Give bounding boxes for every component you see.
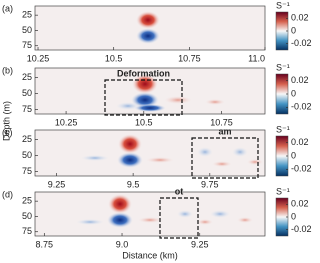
colorbar-tick-label: 0.02 xyxy=(291,75,309,85)
colorbar-tick-label: 0.02 xyxy=(291,199,309,209)
colorbar-label: S⁻¹ xyxy=(276,62,290,72)
field-feature xyxy=(197,219,213,225)
panel-label: (b) xyxy=(2,65,13,75)
y-tick-label: 75 xyxy=(22,104,32,114)
y-tick-label: 50 xyxy=(22,211,32,221)
panel-label: (d) xyxy=(2,189,13,199)
colorbar-tick-label: 0.02 xyxy=(291,137,309,147)
colorbar-tick-label: 0.02 xyxy=(291,13,309,23)
axes-frame xyxy=(34,67,266,115)
field-feature xyxy=(81,155,109,161)
field-feature xyxy=(134,104,166,112)
panel-label: (c) xyxy=(2,127,13,137)
axes-frame xyxy=(34,129,266,177)
colorbar-tick-label: -0.02 xyxy=(291,164,312,174)
field-feature xyxy=(177,210,193,218)
field-feature xyxy=(197,147,213,157)
x-tick-label: 9.25 xyxy=(48,179,66,189)
colorbar-label: S⁻¹ xyxy=(276,186,290,196)
x-tick-label: 8.75 xyxy=(36,239,54,249)
colorbar-label: S⁻¹ xyxy=(276,124,290,134)
y-tick-label: 75 xyxy=(22,166,32,176)
y-tick-label: 50 xyxy=(22,25,32,35)
colorbar-tick-label: -0.02 xyxy=(291,224,312,234)
y-axis-label: Depth (m) xyxy=(1,101,11,141)
field-feature xyxy=(164,96,192,104)
annotation-box xyxy=(191,137,259,179)
y-tick-label: 75 xyxy=(22,40,32,50)
y-tick-label: 50 xyxy=(22,150,32,160)
field-feature xyxy=(118,134,142,154)
x-tick-label: 9.25 xyxy=(191,239,209,249)
field-feature xyxy=(136,11,160,29)
panel-label: (a) xyxy=(2,3,13,13)
x-tick-label: 10.5 xyxy=(105,53,123,63)
x-axis-label: Distance (km) xyxy=(122,250,178,260)
field-feature xyxy=(237,217,253,223)
x-tick-label: 10.25 xyxy=(55,117,78,127)
heatmap-field xyxy=(35,192,265,236)
field-feature xyxy=(146,157,174,163)
x-tick-label: 10.5 xyxy=(135,117,153,127)
field-feature xyxy=(108,194,132,214)
heatmap-field xyxy=(35,130,265,176)
colorbar-label: S⁻¹ xyxy=(276,0,290,10)
x-tick-label: 9.75 xyxy=(201,179,219,189)
y-tick-label: 25 xyxy=(22,10,32,20)
x-tick-label: 10.75 xyxy=(210,117,233,127)
annotation: am xyxy=(218,126,231,136)
field-feature xyxy=(107,212,133,228)
field-feature xyxy=(210,210,230,218)
field-feature xyxy=(232,147,248,157)
y-tick-label: 25 xyxy=(22,196,32,206)
y-tick-label: 50 xyxy=(22,88,32,98)
x-tick-label: 11.0 xyxy=(248,53,265,63)
annotation: Deformation xyxy=(117,68,170,78)
field-feature xyxy=(205,99,225,105)
colorbar-tick-label: 0 xyxy=(291,25,296,35)
axes-frame xyxy=(34,191,266,237)
field-feature xyxy=(247,159,263,165)
annotation-box xyxy=(104,79,183,116)
y-tick-label: 25 xyxy=(22,72,32,82)
x-tick-label: 9.0 xyxy=(116,239,129,249)
annotation-box xyxy=(159,197,199,239)
field-feature xyxy=(76,219,104,225)
x-tick-label: 10.75 xyxy=(178,53,201,63)
colorbar-tick-label: -0.02 xyxy=(291,38,312,48)
field-feature xyxy=(138,217,162,223)
y-tick-label: 75 xyxy=(22,226,32,236)
y-tick-label: 25 xyxy=(22,134,32,144)
field-feature xyxy=(117,152,143,168)
field-feature xyxy=(132,74,158,94)
colorbar-tick-label: 0 xyxy=(291,150,296,160)
annotation: ot xyxy=(175,186,184,196)
colorbar-tick-label: 0 xyxy=(291,211,296,221)
field-feature xyxy=(212,161,232,167)
field-feature xyxy=(136,28,160,44)
colorbar-tick-label: -0.02 xyxy=(291,102,312,112)
axes-frame xyxy=(34,5,266,51)
x-tick-label: 9.5 xyxy=(127,179,140,189)
colorbar-tick-label: 0 xyxy=(291,88,296,98)
x-tick-label: 10.25 xyxy=(27,53,50,63)
